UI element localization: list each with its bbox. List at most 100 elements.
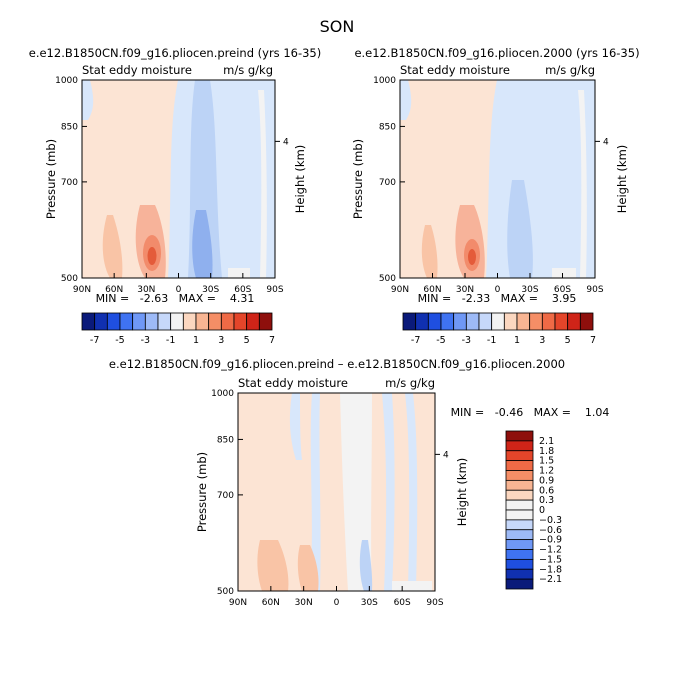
- colorbar-swatch: [220, 312, 235, 331]
- x-tick-label: 0: [495, 285, 501, 295]
- y-axis-label: Pressure (mb): [195, 452, 209, 532]
- x-tick-label: 30N: [137, 285, 155, 295]
- colorbar-label: 3: [539, 335, 545, 346]
- colorbar-swatch: [505, 549, 534, 560]
- x-tick-label: 60N: [423, 285, 441, 295]
- y-tick-label: 1000: [373, 76, 396, 86]
- colorbar-label: 1.2: [539, 466, 554, 477]
- y-tick-label: 500: [217, 587, 234, 597]
- y-tick-label: 850: [61, 122, 78, 132]
- colorbar-label: 1: [514, 335, 520, 346]
- colorbar-swatch: [505, 450, 534, 462]
- colorbar-label: −0.3: [539, 515, 562, 526]
- x-tick-label: 0: [176, 285, 182, 295]
- colorbar-label: −2.1: [539, 574, 562, 585]
- y-tick-label: 700: [61, 178, 78, 188]
- colorbar-label: -1: [487, 335, 496, 346]
- colorbar-label: -5: [115, 335, 124, 346]
- colorbar-swatch: [505, 578, 534, 590]
- colorbar-label: 1.8: [539, 446, 554, 457]
- colorbar-swatch: [505, 460, 534, 471]
- colorbar-swatch: [505, 440, 534, 452]
- colorbar-preind: -7 -5 -3 -1 1 3 5 7: [81, 312, 275, 346]
- x-tick-label: 60N: [105, 285, 123, 295]
- colorbar-swatch: [119, 312, 134, 331]
- y-tick-labels: 500 700 850 1000 4: [373, 76, 609, 284]
- colorbar-label: -7: [90, 335, 99, 346]
- colorbar-swatch: [182, 312, 197, 331]
- colorbar-label: 0.6: [539, 485, 554, 496]
- heatmap-field: [238, 393, 435, 591]
- colorbar-swatch: [505, 558, 534, 570]
- colorbar-label: −1.2: [539, 545, 562, 556]
- y-tick-label: 500: [379, 274, 396, 284]
- colorbar-label: 2.1: [539, 436, 554, 447]
- colorbar-label: 7: [269, 335, 275, 346]
- y-right-tick-label: 4: [283, 137, 289, 147]
- colorbar-swatch: [453, 312, 467, 331]
- colorbar-swatch: [505, 430, 534, 442]
- y-right-tick-label: 4: [603, 137, 609, 147]
- colorbar-swatch: [505, 568, 534, 580]
- x-tick-label: 0: [334, 598, 340, 608]
- x-tick-labels: 90N 60N 30N 0 30S 60S 90S: [391, 273, 604, 295]
- heatmap-field: [400, 80, 595, 278]
- colorbar-swatch: [505, 529, 534, 541]
- x-tick-label: 30N: [295, 598, 313, 608]
- colorbar-label: -5: [436, 335, 445, 346]
- colorbar-label: 7: [590, 335, 596, 346]
- colorbar-swatch: [516, 312, 531, 331]
- colorbar-2000: -7 -5 -3 -1 1 3 5 7: [402, 312, 596, 346]
- colorbar-swatch: [157, 312, 172, 331]
- x-tick-label: 30S: [202, 285, 219, 295]
- x-tick-labels: 90N 60N 30N 0 30S 60S 90S: [73, 273, 284, 295]
- colorbar-swatch: [233, 312, 248, 331]
- colorbar-swatch: [258, 312, 273, 331]
- y-axis-right-label: Height (km): [455, 458, 469, 527]
- colorbar-swatch: [94, 312, 108, 331]
- min-max-text: MIN = -2.63 MAX = 4.31: [96, 292, 255, 305]
- panel-right-label: m/s g/kg: [223, 63, 273, 77]
- colorbar-label: −0.6: [539, 525, 562, 536]
- colorbar-swatch: [440, 312, 455, 331]
- y-tick-labels: 500 700 850 1000 4: [55, 76, 289, 284]
- panel-left-label: Stat eddy moisture: [400, 63, 510, 77]
- colorbar-swatch: [246, 312, 260, 331]
- colorbar-swatch: [427, 312, 442, 331]
- x-tick-label: 90N: [391, 285, 409, 295]
- colorbar-swatch: [195, 312, 210, 331]
- colorbar-label: −1.5: [539, 554, 562, 565]
- colorbar-swatch: [208, 312, 222, 331]
- panel-right-label: m/s g/kg: [545, 63, 595, 77]
- x-tick-label: 90S: [586, 285, 603, 295]
- min-max-text: MIN = -0.46 MAX = 1.04: [451, 406, 610, 419]
- x-tick-label: 60S: [554, 285, 571, 295]
- colorbar-label: -7: [411, 335, 420, 346]
- colorbar-label: 0.3: [539, 495, 554, 506]
- colorbar-swatch: [505, 539, 534, 550]
- panel-title: e.e12.B1850CN.f09_g16.pliocen.2000 (yrs …: [354, 46, 639, 60]
- colorbar-label: −0.9: [539, 535, 562, 546]
- colorbar-label: 1: [193, 335, 199, 346]
- colorbar-swatch: [505, 499, 534, 511]
- colorbar-label: -1: [166, 335, 175, 346]
- colorbar-swatch: [505, 470, 534, 481]
- x-tick-label: 90N: [73, 285, 91, 295]
- colorbar-label: 5: [565, 335, 571, 346]
- colorbar-swatch: [106, 312, 121, 331]
- y-axis-right-label: Height (km): [293, 145, 307, 214]
- x-tick-label: 30S: [361, 598, 378, 608]
- min-max-text: MIN = -2.33 MAX = 3.95: [418, 292, 577, 305]
- colorbar-diff: 2.11.81.51.20.90.60.30−0.3−0.6−0.9−1.2−1…: [505, 430, 562, 590]
- colorbar-swatch: [505, 509, 534, 521]
- x-tick-label: 60N: [262, 598, 280, 608]
- colorbar-swatch: [132, 312, 146, 331]
- colorbar-swatch: [402, 312, 417, 331]
- y-tick-label: 700: [379, 178, 396, 188]
- colorbar-swatch: [554, 312, 569, 331]
- colorbar-swatch: [170, 312, 184, 331]
- colorbar-swatch: [505, 479, 534, 491]
- y-tick-label: 700: [217, 491, 234, 501]
- heatmap-field: [82, 80, 275, 278]
